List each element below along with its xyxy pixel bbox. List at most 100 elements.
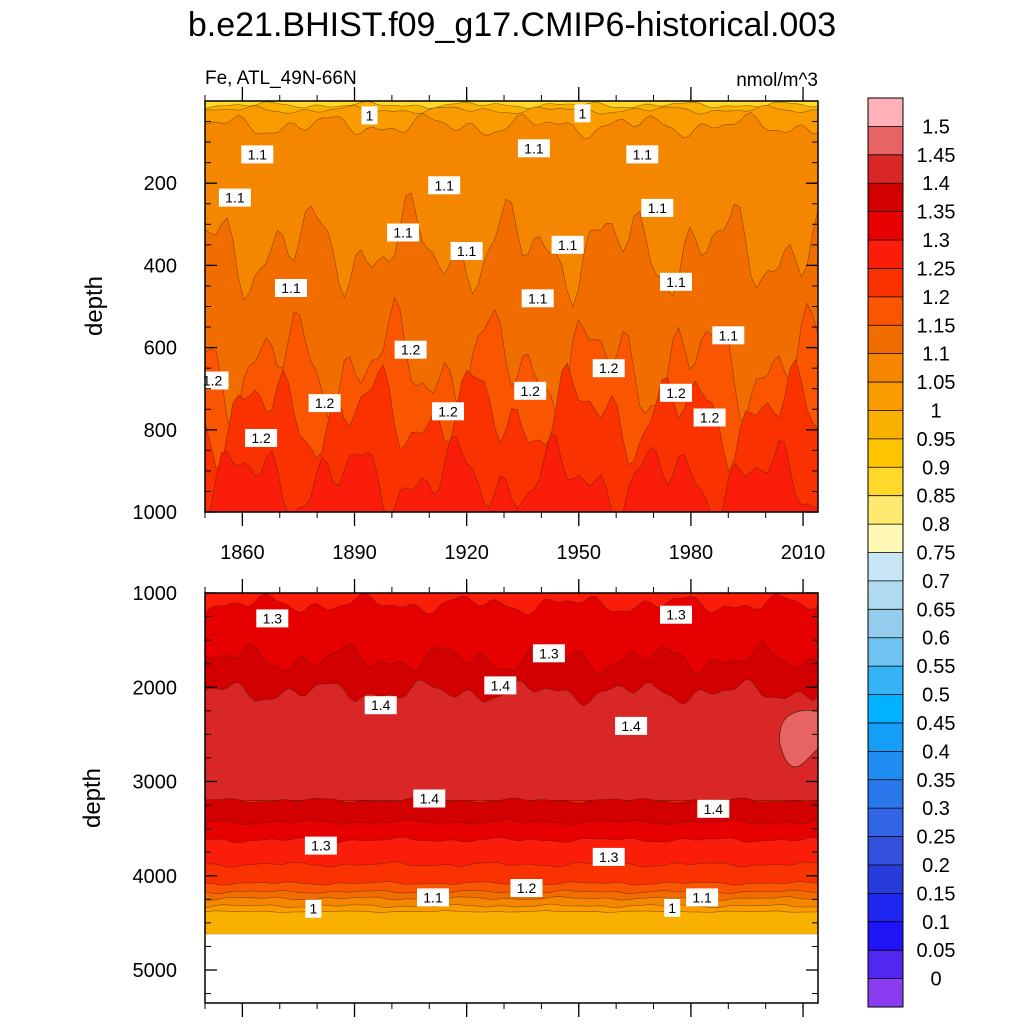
colorbar-label: 0.95 <box>917 429 956 451</box>
contour-label-text: 1.2 <box>666 385 686 401</box>
contour-label: 1.1 <box>387 223 420 242</box>
contour-label: 1.1 <box>686 888 719 907</box>
contour-label-text: 1.1 <box>524 140 544 156</box>
colorbar-label: 1.5 <box>922 116 950 138</box>
colorbar-swatch <box>868 808 903 838</box>
contour-label-text: 1.3 <box>263 610 283 626</box>
contour-label-box <box>428 176 461 195</box>
contour-label-text: 1 <box>366 107 374 123</box>
y-tick-label: 5000 <box>133 960 178 982</box>
y-tick-label: 4000 <box>133 866 178 888</box>
lower-contour-fill <box>205 593 818 1003</box>
contour-label: 1.1 <box>275 279 307 297</box>
contour-label-text: 1.4 <box>704 801 724 817</box>
y-tick-label: 2000 <box>133 677 178 699</box>
contour-label-text: 1.3 <box>599 849 619 865</box>
colorbar-swatch <box>868 779 903 809</box>
contour-label: 1.1 <box>450 242 483 260</box>
contour-label-box <box>660 272 692 291</box>
colorbar-label: 0.8 <box>922 514 950 536</box>
upper-contour-labels: 1 1 1.1 1.1 1.1 1.1 1.1 1.1 1.1 1.1 1.1 1.1 1.1 1.1 1.… <box>196 104 745 447</box>
upper-y-ticks: 200 400 600 800 1000 <box>133 100 818 524</box>
colorbar-label: 0.1 <box>922 912 950 934</box>
contour-label-box <box>394 340 427 359</box>
contour-label-box <box>521 289 554 308</box>
colorbar-swatch <box>868 751 903 781</box>
colorbar-label: 1.15 <box>917 315 956 337</box>
colorbar-label: 1.3 <box>922 230 950 252</box>
colorbar-label: 0.65 <box>917 599 956 621</box>
contour-label-text: 1 <box>310 901 318 917</box>
units-label: nmol/m^3 <box>736 70 818 91</box>
chart-title: b.e21.BHIST.f09_g17.CMIP6-historical.003 <box>188 6 836 44</box>
contour-label-text: 1.1 <box>528 290 548 306</box>
contour-label: 1.2 <box>308 394 341 413</box>
contour-label: 1.1 <box>517 139 550 158</box>
x-tick-label: 2010 <box>781 542 826 564</box>
contour-label: 1.4 <box>615 716 648 735</box>
colorbar-label: 0.55 <box>917 656 956 678</box>
lower-plot-frame <box>204 592 819 1004</box>
colorbar-label: 0.35 <box>917 770 956 792</box>
x-tick-label: 1860 <box>220 542 265 564</box>
colorbar-swatch <box>868 666 903 696</box>
contour-label: 1.1 <box>551 235 584 254</box>
colorbar-swatch <box>868 240 903 269</box>
contour-label-text: 1.2 <box>520 383 540 399</box>
colorbar-swatch <box>868 183 903 213</box>
contour-label-text: 1.2 <box>315 395 335 411</box>
x-tick-label: 1920 <box>444 542 489 564</box>
x-tick-label: 1890 <box>332 542 377 564</box>
contour-label: 1 <box>664 898 681 917</box>
colorbar-swatch <box>868 836 903 866</box>
colorbar-label: 1.4 <box>922 173 950 195</box>
lower-x-ticks <box>204 579 804 1017</box>
contour-label: 1.1 <box>660 272 692 291</box>
x-tick-label: 1950 <box>557 542 602 564</box>
colorbar-label: 0.45 <box>917 713 956 735</box>
contour-label-text: 1.4 <box>371 697 391 713</box>
variable-label: Fe, ATL_49N-66N <box>205 68 357 89</box>
contour-label-box <box>660 383 692 402</box>
colorbar-swatch <box>868 722 903 752</box>
colorbar-swatch <box>868 864 903 894</box>
colorbar-label: 1.45 <box>917 145 956 167</box>
contour-label-box <box>364 696 397 715</box>
contour-label-box <box>484 676 517 695</box>
contour-label-box <box>275 279 307 297</box>
colorbar-swatch <box>868 353 903 383</box>
contour-label-text: 1.1 <box>692 889 712 905</box>
colorbar-swatch <box>868 325 903 355</box>
contour-label-text: 1.2 <box>599 360 619 376</box>
contour-label-box <box>532 644 565 663</box>
contour-label-box <box>626 145 659 164</box>
colorbar-label: 0.05 <box>917 940 956 962</box>
contour-label: 1.3 <box>660 605 692 624</box>
contour-label-text: 1.2 <box>700 410 720 426</box>
contour-label-text: 1.4 <box>420 791 440 807</box>
contour-label: 1 <box>361 106 378 125</box>
y-tick-label: 600 <box>144 338 177 360</box>
colorbar-swatch <box>868 126 903 156</box>
colorbar-swatch <box>868 978 903 1008</box>
colorbar-label: 0.2 <box>922 855 950 877</box>
contour-label: 1.4 <box>413 789 446 808</box>
contour-label-text: 1.1 <box>423 889 443 905</box>
colorbar-label: 0.7 <box>922 571 950 593</box>
contour-label: 1.3 <box>256 609 289 628</box>
upper-band-125 <box>205 432 818 512</box>
y-tick-label: 1000 <box>133 502 178 524</box>
colorbar-swatch <box>868 438 903 468</box>
contour-label: 1.1 <box>521 289 554 308</box>
colorbar-swatch <box>868 495 903 525</box>
colorbar-swatch <box>868 296 903 326</box>
colorbar-swatch <box>868 637 903 667</box>
contour-label-text: 1.1 <box>719 327 739 343</box>
y-tick-label: 3000 <box>133 772 178 794</box>
colorbar-swatch <box>868 524 903 553</box>
colorbar-label: 0.5 <box>922 685 950 707</box>
colorbar-swatch <box>868 893 903 923</box>
colorbar-swatch <box>868 694 903 724</box>
contour-label-box <box>361 106 378 125</box>
